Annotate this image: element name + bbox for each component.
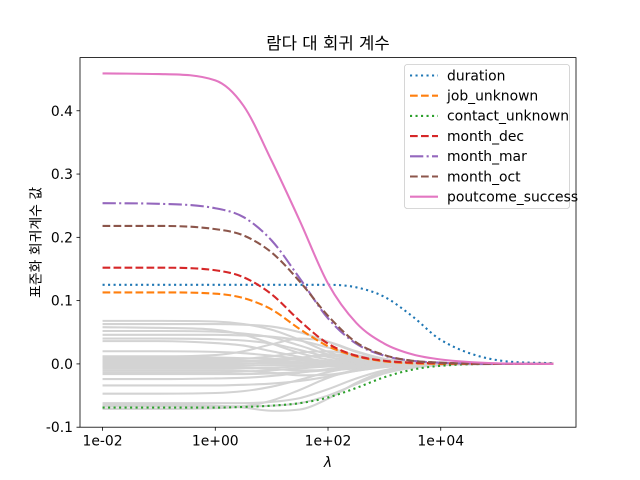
legend-entry: month_dec [410, 129, 524, 145]
coefficient-path-contact-unknown [102, 362, 554, 409]
legend-entry: month_oct [410, 169, 521, 185]
legend-entry: job_unknown [410, 89, 538, 105]
legend-entry: duration [410, 68, 505, 84]
legend-label: month_oct [447, 169, 521, 185]
legend-label: month_dec [447, 129, 524, 145]
coefficient-paths [102, 72, 554, 412]
legend-label: contact_unknown [447, 109, 569, 125]
y-axis-label: 표준화 회귀계수 값 [29, 187, 45, 298]
legend-frame [404, 64, 570, 209]
legend-label: job_unknown [446, 89, 538, 105]
y-tick-label: 0.3 [51, 167, 73, 183]
y-tick-label: 0.2 [51, 230, 73, 246]
y-tick-label: 0.0 [51, 357, 73, 373]
legend-entry: month_mar [410, 149, 527, 165]
legend-entry: poutcome_success [410, 190, 578, 206]
legend-entry: contact_unknown [410, 109, 569, 125]
coefficient-path-month-oct [102, 224, 554, 365]
tick-marks [76, 110, 442, 431]
coefficient-path-poutcome-success [102, 72, 554, 365]
legend: duration job_unknown contact_unknown mon… [404, 64, 578, 209]
y-tick-label: 0.4 [51, 104, 73, 120]
x-tick-label: 1e-02 [83, 434, 123, 450]
legend-label: month_mar [447, 149, 527, 165]
coefficient-path-27 [102, 362, 554, 408]
legend-label: poutcome_success [447, 190, 578, 206]
y-tick-label: -0.1 [46, 420, 73, 436]
x-axis-label: λ [323, 455, 332, 471]
legend-label: duration [447, 68, 505, 84]
y-tick-label: 0.1 [51, 294, 73, 310]
chart-title: 람다 대 회귀 계수 [266, 33, 389, 53]
x-tick-label: 1e+04 [417, 434, 464, 450]
x-tick-label: 1e+00 [192, 434, 239, 450]
x-tick-label: 1e+02 [305, 434, 352, 450]
x-tick-labels: 1e-02 1e+00 1e+02 1e+04 [83, 434, 465, 450]
y-tick-labels: -0.1 0.0 0.1 0.2 0.3 0.4 [46, 104, 73, 436]
